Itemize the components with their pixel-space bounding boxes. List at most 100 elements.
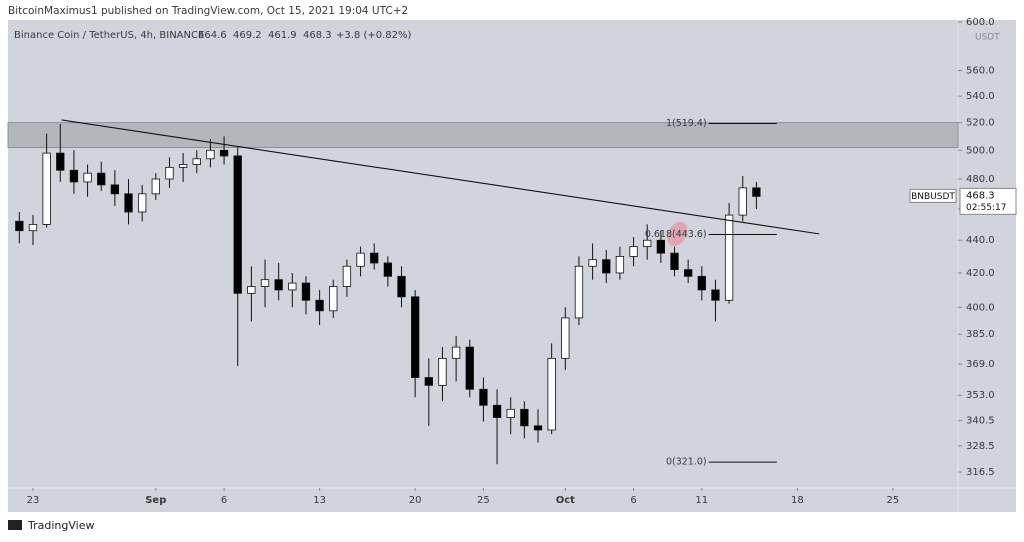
- fib-label: 0.618(443.6): [645, 229, 707, 240]
- ohlc-change: +3.8 (+0.82%): [336, 30, 412, 41]
- last-price: 468.3: [966, 190, 995, 201]
- candle-body: [206, 149, 215, 160]
- trendline: [61, 119, 820, 235]
- candle-body: [670, 252, 679, 271]
- candle-body: [724, 214, 734, 301]
- candle-body: [656, 239, 666, 254]
- candle-body: [506, 408, 515, 418]
- candle-body: [561, 317, 570, 359]
- candle-body: [602, 259, 611, 274]
- candle-body: [219, 149, 229, 157]
- candle-body: [342, 265, 352, 287]
- x-tick-label: 13: [313, 495, 326, 506]
- brand-name: TradingView: [27, 519, 94, 532]
- x-tick-label: 20: [409, 495, 422, 506]
- candle-body: [260, 279, 270, 287]
- symbol-box: [909, 188, 957, 203]
- candle-body: [42, 152, 51, 225]
- candle-body: [547, 357, 556, 431]
- candle-body: [479, 388, 488, 406]
- candle-body: [383, 262, 393, 277]
- candle-body: [683, 269, 693, 277]
- y-tick-label: 440.0: [966, 235, 995, 246]
- x-tick-label: Sep: [145, 495, 166, 506]
- candle-body: [451, 346, 461, 359]
- candle-body: [738, 187, 747, 216]
- candle-body: [151, 178, 160, 195]
- candle-body: [370, 252, 379, 264]
- y-tick-label: 328.5: [966, 441, 995, 452]
- symbol-label: BNBUSDT: [911, 192, 955, 202]
- candle-body: [83, 172, 92, 183]
- candle-body: [465, 346, 474, 390]
- countdown: 02:55:17: [966, 203, 1006, 213]
- candle-body: [533, 425, 543, 431]
- y-tick-label: 480.0: [966, 174, 995, 185]
- candle-body: [520, 408, 529, 427]
- candle-body: [69, 169, 79, 183]
- candle-body: [643, 239, 652, 248]
- candle-body: [438, 357, 447, 386]
- candle-body: [492, 404, 502, 418]
- y-tick-label: 400.0: [966, 302, 995, 313]
- candle-body: [411, 296, 420, 378]
- y-tick-label: 340.5: [966, 416, 995, 427]
- candle-body: [752, 187, 761, 197]
- candle-body: [424, 377, 433, 386]
- currency-label: USDT: [975, 33, 1000, 43]
- candle-body: [110, 184, 120, 195]
- candle-body: [192, 158, 201, 165]
- candle-body: [233, 155, 242, 294]
- candle-body: [588, 259, 597, 267]
- x-tick-label: 11: [695, 495, 708, 506]
- chart-background: [8, 20, 1016, 512]
- fib-label: 1(519.4): [666, 118, 707, 129]
- x-tick-label: 23: [27, 495, 40, 506]
- x-tick-label: Oct: [556, 495, 575, 506]
- publisher-line: BitcoinMaximus1 published on TradingView…: [8, 5, 408, 17]
- x-tick-label: 25: [477, 495, 490, 506]
- candle-body: [247, 286, 256, 294]
- candle-body: [288, 282, 297, 291]
- x-tick-label: 25: [887, 495, 900, 506]
- candle-body: [629, 246, 638, 257]
- x-tick-label: 18: [791, 495, 804, 506]
- fib-label: 0(321.0): [666, 457, 707, 468]
- ohlc-high: 469.2: [233, 30, 262, 41]
- highlight-ellipse: [667, 221, 688, 246]
- y-tick-label: 600.0: [966, 17, 995, 28]
- candle-body: [274, 279, 283, 291]
- y-tick-label: 353.0: [966, 390, 995, 401]
- candle-body: [397, 275, 406, 298]
- candle-body: [329, 286, 338, 312]
- brand-logo: [8, 520, 22, 530]
- y-tick-label: 540.0: [966, 91, 995, 102]
- candle-body: [711, 289, 720, 301]
- candle-body: [315, 299, 324, 312]
- candle-body: [178, 164, 188, 168]
- candle-body: [138, 193, 147, 213]
- candle-body: [697, 275, 706, 291]
- candle-body: [574, 265, 584, 319]
- candle-body: [301, 282, 311, 301]
- candle-body: [15, 220, 24, 232]
- candle-body: [165, 166, 174, 180]
- candle-body: [97, 172, 106, 186]
- ohlc-close: 468.3: [303, 30, 332, 41]
- y-tick-label: 385.0: [966, 329, 995, 340]
- y-tick-label: 316.5: [966, 467, 995, 478]
- candle-body: [615, 256, 625, 274]
- price-box: [959, 187, 1017, 215]
- x-tick-label: 6: [221, 495, 227, 506]
- ohlc-low: 461.9: [268, 30, 297, 41]
- resistance-zone: [7, 122, 959, 148]
- x-tick-label: 6: [630, 495, 636, 506]
- symbol-header: Binance Coin / TetherUS, 4h, BINANCE: [14, 30, 204, 41]
- y-tick-label: 420.0: [966, 268, 995, 279]
- y-tick-label: 560.0: [966, 66, 995, 77]
- y-tick-label: 520.0: [966, 118, 995, 129]
- candle-body: [124, 193, 133, 213]
- candle-body: [56, 152, 65, 171]
- ohlc-open: 464.6: [198, 30, 227, 41]
